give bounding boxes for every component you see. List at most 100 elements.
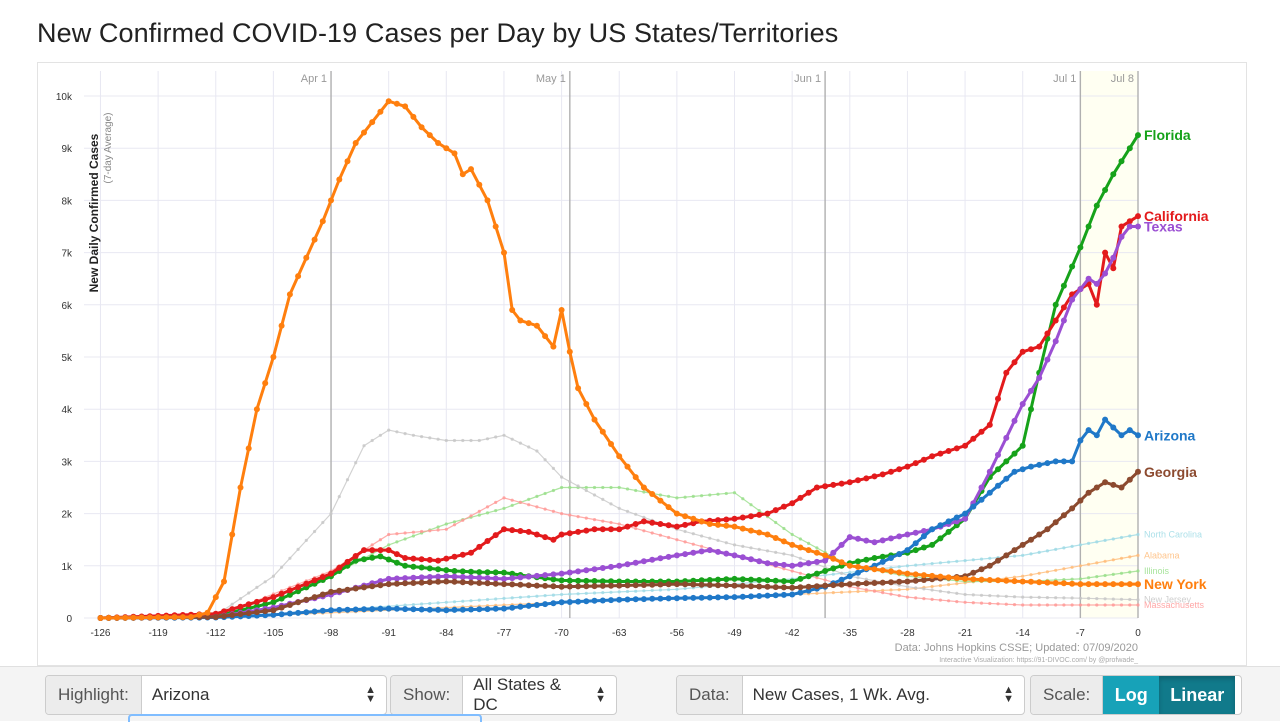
data-point bbox=[608, 526, 614, 533]
data-point bbox=[937, 573, 944, 580]
x-tick-label: -35 bbox=[843, 628, 858, 639]
data-point bbox=[805, 583, 812, 590]
data-point bbox=[683, 586, 687, 591]
data-point bbox=[698, 518, 705, 525]
data-point bbox=[418, 556, 425, 563]
series-label: New Jersey bbox=[1144, 595, 1192, 605]
data-point bbox=[428, 529, 432, 533]
data-point bbox=[1085, 427, 1092, 434]
data-point bbox=[1135, 432, 1141, 439]
data-point bbox=[328, 197, 334, 204]
data-point bbox=[295, 588, 302, 595]
data-point bbox=[855, 580, 861, 587]
data-point bbox=[830, 481, 837, 488]
data-point bbox=[344, 606, 351, 613]
select-arrows-icon: ▲ ▼ bbox=[595, 684, 606, 705]
data-point bbox=[1004, 602, 1008, 606]
show-select[interactable]: All States & DC ▲ ▼ bbox=[463, 676, 616, 714]
data-point bbox=[1136, 532, 1140, 537]
data-point bbox=[435, 606, 442, 613]
data-point bbox=[319, 591, 326, 598]
data-point bbox=[518, 500, 522, 504]
data-point bbox=[1078, 603, 1082, 607]
scale-linear-button[interactable]: Linear bbox=[1159, 676, 1236, 714]
data-point bbox=[690, 594, 697, 601]
data-point bbox=[764, 531, 771, 538]
data-point bbox=[609, 485, 613, 490]
data-point bbox=[888, 535, 894, 542]
show-value: All States & DC bbox=[473, 675, 562, 714]
data-point bbox=[262, 596, 269, 603]
data-point bbox=[920, 456, 927, 463]
data-point bbox=[1011, 417, 1018, 424]
data-point bbox=[879, 579, 886, 586]
data-point bbox=[772, 577, 779, 584]
data-point bbox=[385, 98, 392, 105]
data-point bbox=[1135, 223, 1141, 230]
data-point bbox=[640, 558, 647, 565]
data-point bbox=[403, 537, 407, 541]
data-point bbox=[1078, 596, 1082, 600]
data-point bbox=[774, 520, 778, 525]
data-point bbox=[1118, 223, 1125, 230]
x-tick-label: -21 bbox=[958, 628, 973, 639]
data-point bbox=[451, 573, 458, 580]
data-point bbox=[683, 540, 687, 544]
data-point bbox=[601, 485, 605, 490]
data-point bbox=[774, 550, 778, 554]
data-point bbox=[1062, 546, 1066, 550]
data-point bbox=[1126, 223, 1133, 230]
select-arrows-icon: ▲ ▼ bbox=[1003, 684, 1014, 705]
data-point bbox=[649, 491, 656, 497]
data-point bbox=[1045, 596, 1049, 600]
data-point bbox=[772, 507, 779, 514]
data-point bbox=[1077, 437, 1084, 444]
data-point bbox=[955, 591, 959, 596]
data-point bbox=[732, 491, 737, 495]
data-point bbox=[576, 484, 580, 488]
data-point bbox=[270, 594, 277, 601]
data-point bbox=[1069, 580, 1076, 587]
data-point bbox=[583, 527, 590, 534]
data-point bbox=[1062, 567, 1066, 571]
data-point bbox=[896, 466, 903, 473]
data-point bbox=[649, 556, 656, 563]
data-point bbox=[303, 609, 310, 616]
highlight-select[interactable]: Arizona ▲ ▼ bbox=[142, 676, 386, 714]
data-point bbox=[914, 596, 918, 600]
data-point bbox=[971, 558, 975, 562]
data-point bbox=[690, 520, 697, 527]
data-point bbox=[1036, 374, 1043, 381]
x-tick-label: -70 bbox=[554, 628, 569, 639]
data-point bbox=[871, 566, 878, 573]
data-point bbox=[1085, 489, 1092, 496]
data-point bbox=[485, 505, 490, 509]
x-tick-label: -112 bbox=[206, 628, 226, 639]
data-point bbox=[436, 437, 440, 441]
data-point bbox=[871, 539, 878, 546]
data-point bbox=[370, 438, 374, 443]
data-point bbox=[601, 591, 605, 595]
data-point bbox=[723, 550, 730, 557]
scale-log-button[interactable]: Log bbox=[1103, 676, 1160, 714]
data-select[interactable]: New Cases, 1 Wk. Avg. ▲ ▼ bbox=[743, 676, 1024, 714]
data-point bbox=[724, 541, 728, 545]
data-point bbox=[313, 529, 317, 534]
date-marker-label: Jun 1 bbox=[794, 73, 821, 85]
data-point bbox=[1095, 597, 1099, 601]
recent-period-band bbox=[1080, 71, 1138, 618]
data-point bbox=[897, 594, 901, 598]
data-point bbox=[262, 380, 269, 387]
data-point bbox=[789, 591, 796, 598]
data-point bbox=[855, 563, 861, 570]
data-point bbox=[797, 575, 804, 582]
data-point bbox=[377, 547, 384, 554]
data-point bbox=[1111, 603, 1115, 607]
data-point bbox=[831, 591, 835, 595]
data-point bbox=[469, 514, 473, 518]
data-point bbox=[1126, 145, 1133, 152]
data-point bbox=[1135, 132, 1141, 139]
data-point bbox=[601, 497, 605, 501]
data-point bbox=[642, 490, 646, 494]
data-point bbox=[930, 588, 934, 592]
